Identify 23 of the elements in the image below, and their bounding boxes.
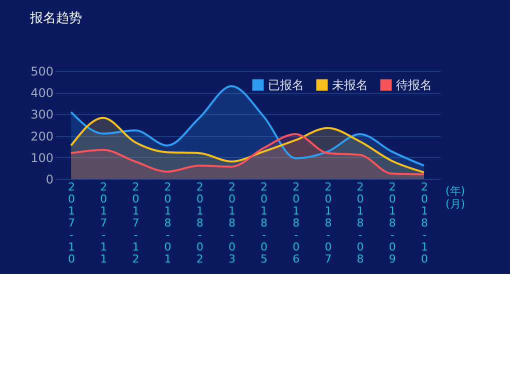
y-tick-label: 100 <box>30 150 54 165</box>
x-axis-title: (年) (月) <box>446 184 466 210</box>
y-tick-label: 0 <box>46 172 54 186</box>
y-tick-label: 300 <box>30 108 54 122</box>
chart-title: 报名趋势 <box>29 11 82 26</box>
x-tick-label: 2018-01 <box>164 180 172 266</box>
x-tick-label: 2017-12 <box>132 180 140 266</box>
y-tick-label: 400 <box>30 86 54 100</box>
x-tick-label: 2017-11 <box>100 180 108 266</box>
x-tick-label: 2018-07 <box>324 180 332 266</box>
x-tick-label: 2018-06 <box>292 180 300 266</box>
legend-label: 已报名 <box>268 78 304 92</box>
x-tick-label: 2018-05 <box>260 180 268 266</box>
x-tick-label: 2018-09 <box>388 180 396 266</box>
legend-label: 未报名 <box>332 78 368 92</box>
x-tick-label: 2018-08 <box>356 180 364 266</box>
x-tick-label: 2017-10 <box>68 180 76 266</box>
legend-label: 待报名 <box>396 78 432 92</box>
y-tick-label: 200 <box>30 129 54 144</box>
x-tick-label: 2018-02 <box>196 180 204 266</box>
x-tick-label: 2018-10 <box>420 180 428 266</box>
x-tick-label: 2018-03 <box>228 180 236 266</box>
y-tick-label: 500 <box>30 64 54 78</box>
